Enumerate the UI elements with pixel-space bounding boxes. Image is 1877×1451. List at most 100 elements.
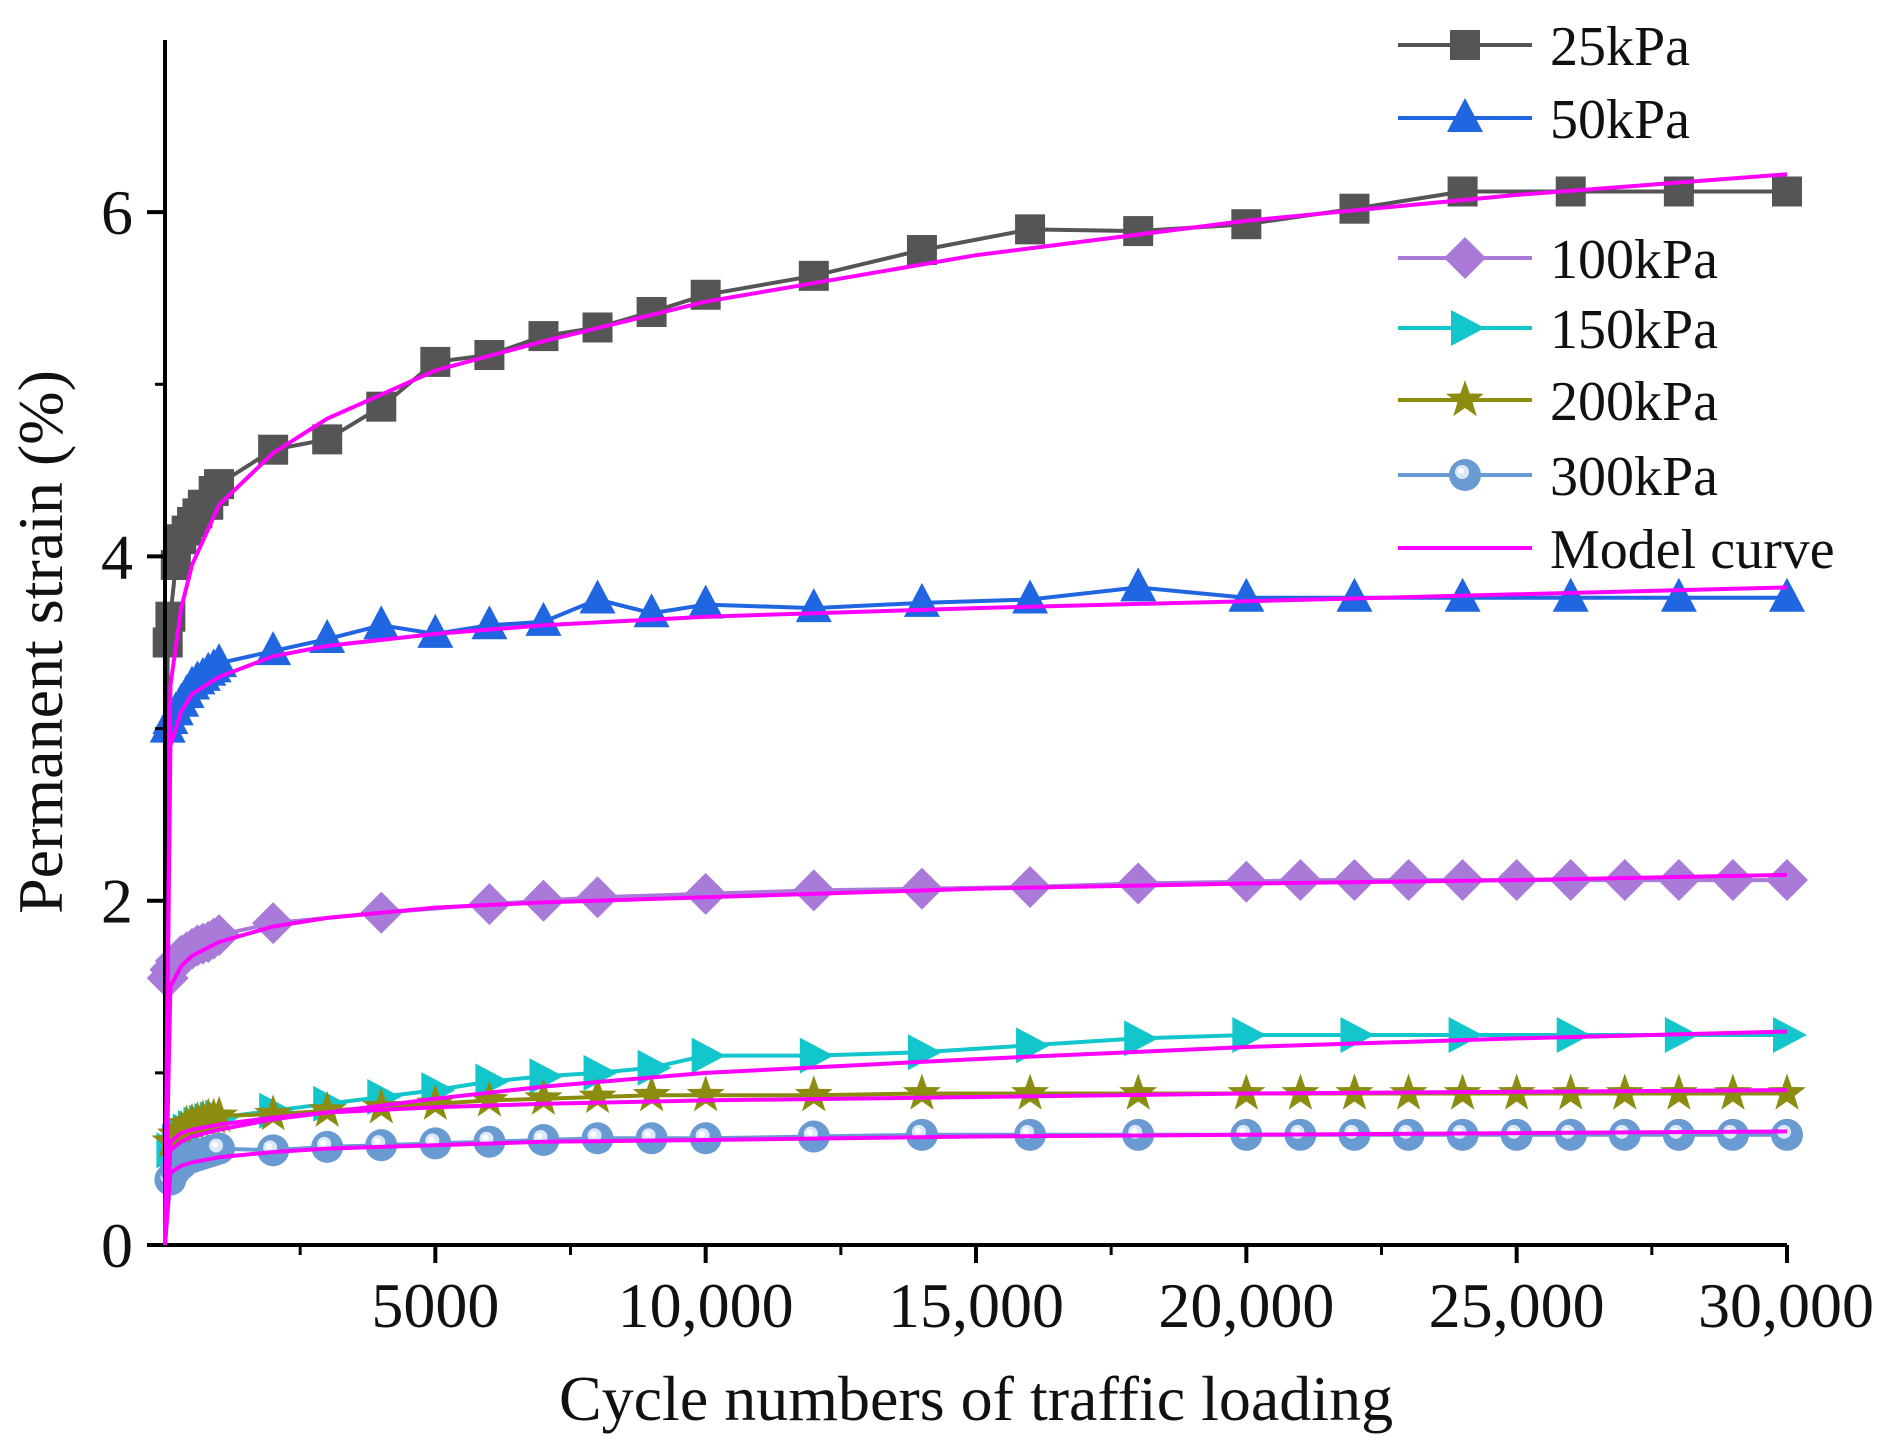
y-tick-label: 4: [101, 521, 133, 592]
data-point-300kPa: [1771, 1118, 1803, 1151]
data-point-50kPa: [1336, 577, 1373, 612]
legend-label: 150kPa: [1550, 299, 1718, 361]
data-point-150kPa: [907, 1034, 942, 1071]
data-point-150kPa: [799, 1037, 834, 1074]
data-point-150kPa: [475, 1063, 510, 1100]
data-point-100kPa: [1766, 859, 1808, 902]
data-point-100kPa: [1279, 859, 1322, 902]
data-point-300kPa: [581, 1122, 614, 1155]
data-point-200kPa: [524, 1078, 563, 1115]
data-point-25kPa: [258, 434, 289, 465]
legend-item-model-curve: Model curve: [1398, 519, 1835, 581]
data-point-150kPa: [1448, 1016, 1483, 1053]
data-point-50kPa: [201, 643, 238, 678]
data-point-200kPa: [794, 1075, 833, 1112]
series-100kPa: [146, 859, 1808, 1246]
data-point-200kPa: [1011, 1073, 1050, 1110]
data-point-100kPa: [1603, 859, 1646, 902]
data-point-50kPa: [525, 601, 562, 636]
ticks: 5000 10,000 15,000 20,000 25,000 30,000 0 2 4 6: [101, 177, 1874, 1341]
legend-label: 300kPa: [1550, 446, 1718, 508]
axes: [163, 40, 1787, 1247]
data-point-200kPa: [578, 1077, 617, 1114]
series-200kPa: [151, 1073, 1806, 1246]
legend-label: 100kPa: [1550, 229, 1718, 291]
data-point-150kPa: [1340, 1016, 1375, 1053]
data-point-100kPa: [1117, 862, 1160, 905]
x-axis-title: Cycle numbers of traffic loading: [559, 1363, 1393, 1434]
data-point-300kPa: [1662, 1118, 1695, 1151]
data-point-200kPa: [470, 1080, 509, 1117]
y-tick-label: 2: [101, 866, 133, 937]
series-line-300kPa: [163, 1132, 1787, 1246]
x-tick-label: 5000: [371, 1270, 499, 1341]
data-point-25kPa: [1123, 216, 1154, 247]
data-point-200kPa: [416, 1083, 455, 1120]
data-point-50kPa: [363, 605, 400, 640]
model-curve-5: [163, 1088, 1788, 1246]
data-point-150kPa: [637, 1049, 672, 1086]
legend-label: Model curve: [1550, 519, 1835, 581]
legend-marker-200kPa: [1446, 380, 1484, 417]
legend-item-25kPa: 25kPa: [1398, 16, 1690, 78]
model-curve-2: [163, 585, 1788, 1246]
legend-marker-100kPa: [1444, 237, 1486, 279]
legend-item-300kPa: 300kPa: [1398, 446, 1718, 508]
data-point-300kPa: [1608, 1118, 1641, 1151]
legend-item-200kPa: 200kPa: [1398, 371, 1718, 433]
data-point-200kPa: [632, 1075, 671, 1112]
legend-marker-300kPa: [1449, 459, 1481, 491]
data-point-200kPa: [686, 1075, 725, 1112]
data-point-100kPa: [576, 876, 619, 919]
series-line-200kPa: [163, 1091, 1787, 1246]
data-point-100kPa: [684, 872, 727, 915]
legend-marker-25kPa: [1450, 30, 1480, 60]
legend: 25kPa 50kPa 100kPa 150kPa 200kPa 300kPa Model …: [1398, 16, 1835, 581]
data-point-50kPa: [1120, 567, 1157, 602]
data-point-300kPa: [905, 1118, 938, 1151]
x-tick-label: 20,000: [1158, 1270, 1334, 1341]
model-curve-4: [163, 1029, 1788, 1246]
series-line-100kPa: [163, 878, 1787, 1246]
data-point-300kPa: [1716, 1118, 1749, 1151]
data-point-150kPa: [583, 1054, 618, 1091]
y-tick-label: 6: [101, 177, 133, 248]
x-tick-label: 15,000: [888, 1270, 1064, 1341]
legend-label: 200kPa: [1550, 371, 1718, 433]
data-point-100kPa: [792, 869, 835, 912]
data-point-50kPa: [687, 584, 724, 619]
data-point-50kPa: [255, 631, 292, 666]
x-tick-label: 30,000: [1698, 1270, 1874, 1341]
x-tick-label: 10,000: [618, 1270, 794, 1341]
data-point-25kPa: [1015, 214, 1046, 245]
data-point-150kPa: [1124, 1020, 1159, 1057]
legend-item-50kPa: 50kPa: [1398, 89, 1690, 151]
legend-item-150kPa: 150kPa: [1398, 299, 1718, 361]
data-point-200kPa: [254, 1094, 293, 1131]
data-point-200kPa: [308, 1090, 347, 1127]
data-point-25kPa: [528, 321, 559, 352]
legend-marker-50kPa: [1447, 98, 1483, 132]
data-point-100kPa: [252, 902, 295, 945]
x-tick-label: 25,000: [1429, 1270, 1605, 1341]
data-point-150kPa: [1232, 1016, 1267, 1053]
data-point-150kPa: [1016, 1027, 1051, 1064]
y-axis-title: Permanent strain (%): [5, 370, 76, 914]
data-point-200kPa: [1119, 1073, 1158, 1110]
data-point-25kPa: [312, 424, 343, 455]
data-point-50kPa: [1660, 577, 1697, 612]
data-point-50kPa: [795, 588, 832, 623]
legend-item-100kPa: 100kPa: [1398, 229, 1718, 291]
y-tick-label: 0: [101, 1210, 133, 1281]
model-curve-6: [163, 1129, 1788, 1246]
legend-label: 50kPa: [1550, 89, 1690, 151]
data-point-200kPa: [902, 1073, 941, 1110]
series-line-150kPa: [163, 1033, 1787, 1246]
legend-marker-150kPa: [1451, 310, 1485, 346]
data-point-50kPa: [1769, 577, 1805, 612]
data-point-200kPa: [200, 1095, 239, 1133]
data-point-300kPa: [635, 1122, 668, 1155]
data-point-50kPa: [471, 605, 508, 640]
model-curve-3: [163, 872, 1788, 1246]
